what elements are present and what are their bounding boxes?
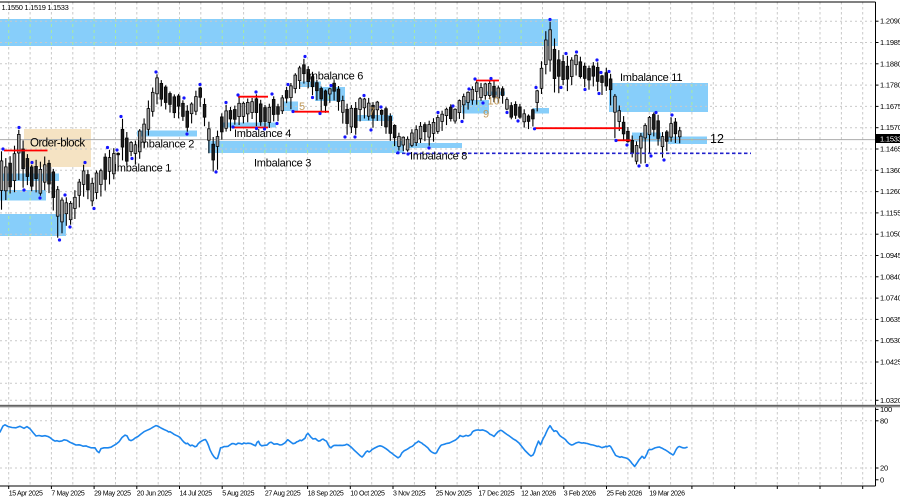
svg-text:9: 9 — [483, 109, 489, 121]
svg-text:25 Feb 2026: 25 Feb 2026 — [607, 491, 643, 498]
svg-text:1.1570: 1.1570 — [880, 123, 900, 132]
svg-text:1.0530: 1.0530 — [880, 336, 900, 345]
svg-text:1.1675: 1.1675 — [880, 102, 900, 111]
svg-text:1.1360: 1.1360 — [880, 166, 900, 175]
svg-text:7: 7 — [369, 106, 375, 118]
svg-text:12 Jan 2026: 12 Jan 2026 — [521, 491, 556, 498]
svg-text:Imbalance 1: Imbalance 1 — [114, 163, 171, 175]
svg-text:14 Jul 2025: 14 Jul 2025 — [180, 491, 213, 498]
svg-text:12: 12 — [710, 132, 724, 146]
svg-text:1.1155: 1.1155 — [880, 208, 900, 217]
svg-text:10: 10 — [488, 96, 500, 108]
svg-text:10 Oct 2025: 10 Oct 2025 — [350, 491, 385, 498]
svg-text:27 Aug 2025: 27 Aug 2025 — [265, 491, 301, 498]
svg-text:Imbalance 11: Imbalance 11 — [620, 72, 682, 84]
svg-text:25 Nov 2025: 25 Nov 2025 — [436, 491, 472, 498]
svg-text:17 Dec 2025: 17 Dec 2025 — [478, 491, 514, 498]
svg-text:1.1260: 1.1260 — [880, 187, 900, 196]
svg-text:Imbalance 8: Imbalance 8 — [410, 151, 467, 163]
svg-text:0: 0 — [880, 475, 884, 484]
svg-text:1.0425: 1.0425 — [880, 358, 900, 367]
svg-text:100: 100 — [880, 405, 892, 414]
svg-text:1.1550 1.1519 1.1533: 1.1550 1.1519 1.1533 — [2, 3, 69, 12]
svg-text:20 Jun 2025: 20 Jun 2025 — [137, 491, 172, 498]
svg-text:1.1050: 1.1050 — [880, 230, 900, 239]
svg-text:29 May 2025: 29 May 2025 — [94, 491, 131, 498]
svg-text:1.0840: 1.0840 — [880, 272, 900, 281]
svg-text:18 Sep 2025: 18 Sep 2025 — [308, 491, 344, 498]
svg-text:3 Feb 2026: 3 Feb 2026 — [564, 491, 596, 498]
svg-text:20: 20 — [880, 464, 888, 473]
svg-text:Imbalance 3: Imbalance 3 — [254, 158, 311, 170]
svg-text:1.0945: 1.0945 — [880, 251, 900, 260]
svg-text:80: 80 — [880, 416, 888, 425]
svg-text:1.0740: 1.0740 — [880, 294, 900, 303]
svg-text:Imbalance 6: Imbalance 6 — [306, 71, 363, 83]
svg-text:5: 5 — [299, 101, 305, 113]
svg-text:1.2090: 1.2090 — [880, 17, 900, 26]
svg-text:1.1880: 1.1880 — [880, 59, 900, 68]
svg-text:Order-block: Order-block — [30, 138, 85, 150]
svg-text:1.1533: 1.1533 — [880, 135, 900, 144]
svg-text:3 Nov 2025: 3 Nov 2025 — [393, 491, 426, 498]
svg-text:1.1780: 1.1780 — [880, 81, 900, 90]
svg-text:1.1985: 1.1985 — [880, 38, 900, 47]
svg-text:1.1465: 1.1465 — [880, 145, 900, 154]
svg-text:5 Aug 2025: 5 Aug 2025 — [222, 491, 254, 498]
svg-text:7 May 2025: 7 May 2025 — [51, 491, 85, 498]
svg-text:Imbalance 4: Imbalance 4 — [234, 128, 291, 140]
svg-text:1.0320: 1.0320 — [880, 396, 900, 405]
svg-text:19 Mar 2026: 19 Mar 2026 — [649, 491, 685, 498]
svg-text:15 Apr 2025: 15 Apr 2025 — [9, 491, 43, 498]
svg-text:1.0635: 1.0635 — [880, 315, 900, 324]
svg-text:Imbalance 2: Imbalance 2 — [137, 139, 194, 151]
